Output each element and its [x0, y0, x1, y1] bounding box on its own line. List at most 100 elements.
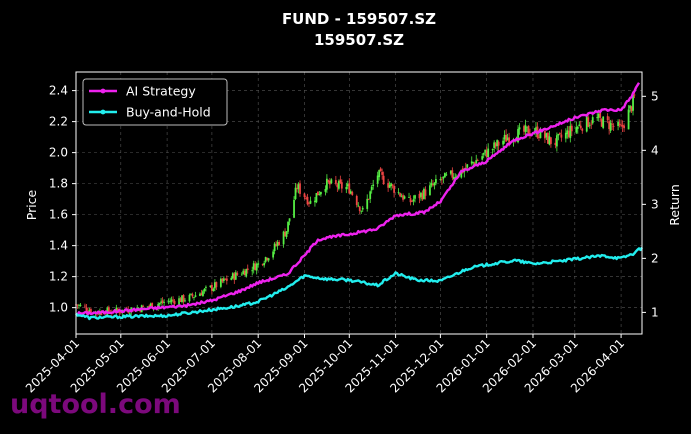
candle: [78, 304, 80, 306]
candle: [376, 175, 379, 184]
candle: [470, 161, 473, 164]
candle: [491, 149, 494, 151]
candle: [481, 156, 484, 160]
candle: [88, 310, 91, 312]
candle: [493, 142, 496, 148]
y-tick-label-right: 4: [651, 143, 659, 157]
candle: [328, 181, 331, 185]
y-axis-label-right: Return: [667, 184, 682, 225]
candle: [412, 199, 415, 202]
candle: [497, 141, 500, 146]
candle: [330, 179, 333, 184]
y-tick-label-right: 5: [651, 89, 659, 103]
candle: [148, 305, 151, 307]
candle: [236, 273, 239, 275]
candle: [608, 121, 611, 130]
candle: [288, 218, 291, 222]
candle: [473, 162, 476, 165]
candle: [596, 117, 599, 119]
y-tick-label-left: 1.8: [49, 177, 68, 191]
candle: [421, 193, 424, 200]
candle: [391, 184, 394, 186]
candle: [306, 196, 309, 205]
candle: [535, 127, 537, 132]
candle: [547, 132, 549, 144]
candle: [445, 174, 448, 176]
candle: [79, 304, 82, 306]
watermark: uqtool.com: [10, 389, 181, 420]
candle: [245, 268, 248, 277]
candle: [299, 183, 301, 194]
candle: [505, 134, 508, 142]
legend: AI Strategy Buy-and-Hold: [82, 78, 228, 126]
candle: [591, 117, 594, 124]
chart-title: FUND - 159507.SZ: [282, 10, 436, 28]
candle: [178, 298, 180, 305]
candle: [193, 297, 195, 298]
candle: [369, 191, 372, 199]
candle: [167, 300, 170, 302]
candle: [503, 134, 506, 140]
candle: [475, 160, 478, 164]
candle: [254, 263, 257, 271]
candle: [460, 169, 463, 178]
y-tick-label-left: 2.4: [49, 84, 68, 98]
candle: [337, 181, 340, 189]
candle: [199, 293, 201, 296]
candle: [251, 270, 254, 272]
candle: [506, 137, 509, 141]
candle: [382, 175, 385, 185]
candle: [181, 295, 183, 302]
candle: [466, 164, 469, 168]
candle: [538, 137, 540, 139]
candle: [107, 307, 110, 313]
candle: [482, 153, 485, 155]
candle: [252, 263, 255, 270]
candle: [367, 198, 370, 200]
candle: [90, 309, 92, 313]
candle: [472, 162, 475, 164]
candle: [484, 149, 487, 153]
candle: [276, 242, 279, 246]
candle: [318, 194, 321, 196]
plot-area: [75, 71, 644, 335]
candle: [399, 193, 401, 197]
candle: [567, 130, 570, 137]
legend-label: AI Strategy: [126, 84, 196, 99]
candle: [539, 129, 542, 138]
candle: [325, 178, 328, 190]
candle: [403, 196, 406, 199]
candle: [246, 268, 249, 270]
candle: [349, 191, 352, 194]
candle: [224, 278, 227, 280]
candle: [550, 137, 552, 144]
candle: [225, 278, 228, 281]
candle: [554, 142, 557, 146]
candle: [230, 277, 233, 280]
candle: [545, 133, 548, 138]
candle: [85, 307, 88, 312]
candle: [202, 291, 204, 296]
candle: [494, 143, 497, 147]
y-tick-label-left: 1.0: [49, 301, 68, 315]
candle: [424, 189, 427, 196]
candle: [334, 180, 337, 184]
candle: [151, 302, 154, 309]
candle: [355, 196, 358, 206]
candle: [366, 198, 369, 209]
candle: [449, 170, 452, 174]
candle: [555, 135, 558, 147]
candle: [266, 258, 269, 260]
candle: [548, 136, 551, 145]
y-tick-label-left: 2.2: [49, 115, 68, 129]
series-line-1: [75, 246, 644, 321]
candle: [273, 243, 276, 252]
candle: [340, 182, 343, 189]
candle: [282, 231, 285, 245]
candle: [191, 294, 194, 297]
y-tick-label-left: 1.2: [49, 270, 68, 284]
candle: [557, 133, 560, 136]
candle: [170, 299, 173, 302]
candle: [212, 288, 215, 292]
